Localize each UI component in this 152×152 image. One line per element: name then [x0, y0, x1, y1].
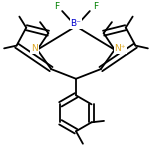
Text: F: F [54, 2, 59, 11]
Text: F: F [93, 2, 98, 11]
Text: N⁺: N⁺ [114, 44, 126, 53]
Text: N: N [31, 44, 38, 53]
Text: B⁻: B⁻ [71, 19, 81, 28]
